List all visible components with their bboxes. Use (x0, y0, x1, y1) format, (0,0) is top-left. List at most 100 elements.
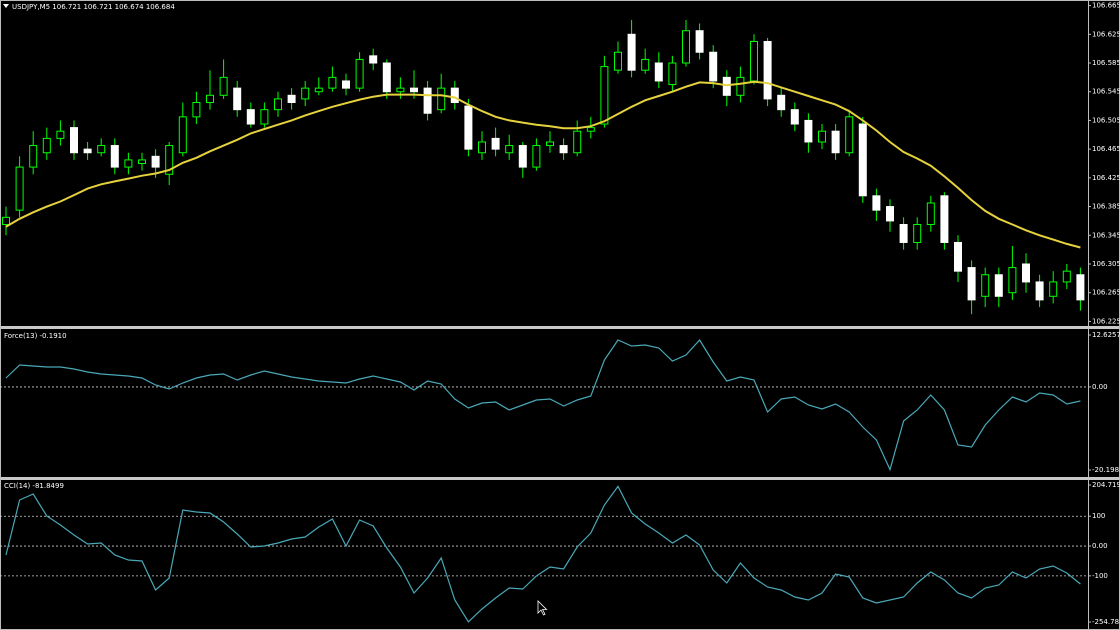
candle-body-down (954, 241, 962, 272)
candle-body-down (151, 155, 160, 168)
y-tick-label: 106.545 (1092, 88, 1120, 96)
y-tick-label: 204.719 (1092, 481, 1120, 489)
candle-body-up (845, 116, 854, 154)
candle-body-up (736, 76, 745, 96)
candle-body-down (695, 30, 704, 53)
candle-body-down (287, 94, 296, 103)
y-tick-label: 106.505 (1092, 116, 1120, 124)
candle-body-up (124, 159, 133, 168)
y-tick-label: 106.265 (1092, 289, 1120, 297)
candle-body-down (1035, 281, 1044, 301)
candle-body-down (246, 109, 255, 125)
y-tick-label: 0.00 (1092, 542, 1108, 550)
candle-body-down (940, 195, 949, 243)
candle-body-down (233, 87, 242, 111)
candle-body-down (804, 119, 813, 143)
indicator-line (5, 339, 1081, 472)
candle-body-down (790, 109, 799, 125)
candle-body-down (967, 267, 976, 301)
candle-body-up (314, 87, 323, 93)
candle-body-down (899, 224, 908, 243)
panel-title: CCI(14) -81.8499 (4, 482, 64, 490)
y-tick-label: 106.625 (1092, 30, 1120, 38)
candle-body-down (627, 33, 636, 71)
candle-body-down (70, 127, 78, 154)
candle-body-up (192, 101, 201, 118)
indicator-line (5, 485, 1081, 623)
candle-body-down (491, 137, 500, 150)
candle-body-up (178, 116, 187, 154)
y-tick-label: 100 (1092, 512, 1105, 520)
panel-separator (0, 477, 1120, 480)
y-tick-label: 106.305 (1092, 260, 1120, 268)
y-tick-label: 0.00 (1092, 383, 1108, 391)
candle-body-up (546, 141, 554, 147)
candle-body-down (464, 105, 473, 150)
candle-body-up (573, 130, 582, 154)
candle-body-up (206, 94, 214, 103)
candle-body-up (641, 58, 650, 71)
candle-body-down (559, 145, 568, 154)
candle-body-up (682, 30, 690, 64)
candle-body-down (763, 40, 772, 100)
candle-body-up (274, 98, 282, 111)
candle-body-up (29, 145, 38, 168)
y-tick-label: 106.385 (1092, 203, 1120, 211)
candle-body-up (1049, 281, 1058, 297)
y-tick-label: 106.665 (1092, 2, 1120, 10)
candle-body-down (342, 80, 350, 89)
candle-body-up (328, 76, 337, 89)
candle-body-up (1062, 270, 1071, 283)
candle-body-down (886, 206, 894, 222)
candle-body-down (518, 145, 527, 168)
y-tick-label: 106.345 (1092, 231, 1120, 239)
candle-body-up (219, 76, 228, 96)
panel-title: USDJPY,M5 106.721 106.721 106.674 106.68… (12, 3, 175, 11)
candle-body-up (2, 216, 10, 226)
y-tick-label: 106.225 (1092, 317, 1120, 325)
candle-body-up (260, 109, 269, 125)
candle-body-up (437, 87, 446, 111)
candle-body-down (654, 62, 663, 82)
candle-body-up (913, 224, 922, 243)
candle-body-down (450, 87, 459, 103)
candle-body-up (600, 66, 609, 125)
y-tick-label: -20.1981 (1092, 466, 1120, 474)
y-tick-label: 106.425 (1092, 174, 1120, 182)
candle-body-down (369, 55, 378, 64)
candle-body-up (532, 145, 541, 168)
candle-body-up (586, 127, 595, 132)
candle-body-down (858, 123, 867, 197)
candle-body-up (668, 62, 677, 86)
y-tick-label: -100 (1092, 572, 1108, 580)
candle-body-down (722, 76, 731, 96)
candle-body-up (981, 274, 990, 297)
candle-body-down (423, 87, 432, 114)
y-tick-label: 106.585 (1092, 59, 1120, 67)
panel-title: Force(13) -0.1910 (4, 332, 67, 340)
candle-body-down (1076, 274, 1085, 301)
candle-body-up (478, 141, 486, 154)
candle-body-down (709, 51, 718, 82)
candle-body-up (1008, 267, 1017, 294)
candle-body-up (56, 130, 65, 139)
y-tick-label: 106.465 (1092, 145, 1120, 153)
moving-average (5, 80, 1081, 249)
candle-body-up (396, 87, 405, 93)
candle-body-up (505, 145, 514, 154)
candle-body-up (42, 137, 51, 154)
candle-body-down (872, 195, 881, 211)
panel-separator (0, 326, 1120, 329)
mouse-cursor (537, 600, 548, 616)
candle-body-down (410, 87, 418, 93)
candle-body-up (818, 130, 826, 143)
candle-body-down (994, 274, 1003, 297)
candle-body-down (777, 94, 786, 111)
candle-body-up (926, 202, 935, 226)
y-tick-label: -254.7816 (1092, 618, 1120, 626)
candle-body-up (97, 145, 106, 154)
symbol-menu-icon[interactable] (3, 4, 9, 8)
